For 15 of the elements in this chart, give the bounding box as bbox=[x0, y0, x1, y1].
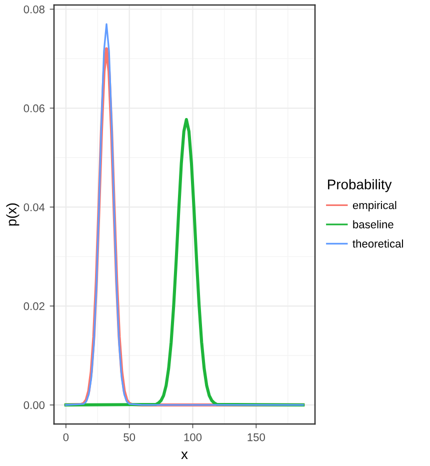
legend-title: Probability bbox=[328, 179, 392, 192]
legend-label: empirical bbox=[352, 200, 396, 212]
y-tick-label: 0.04 bbox=[24, 203, 45, 212]
y-tick-label: 0.02 bbox=[24, 302, 44, 310]
legend-label: baseline bbox=[353, 220, 394, 228]
legend-label: theoretical bbox=[352, 239, 403, 248]
y-axis-title: p(x) bbox=[6, 203, 20, 226]
x-tick-label: 150 bbox=[248, 433, 265, 442]
x-tick-label: 0 bbox=[63, 433, 69, 442]
y-tick-label: 0.06 bbox=[24, 104, 44, 112]
x-axis-title: x bbox=[181, 452, 188, 460]
y-tick-label: 0.00 bbox=[24, 401, 45, 410]
y-tick-label: 0.08 bbox=[24, 5, 44, 14]
x-tick-label: 100 bbox=[184, 433, 202, 442]
x-tick-label: 50 bbox=[124, 433, 136, 442]
